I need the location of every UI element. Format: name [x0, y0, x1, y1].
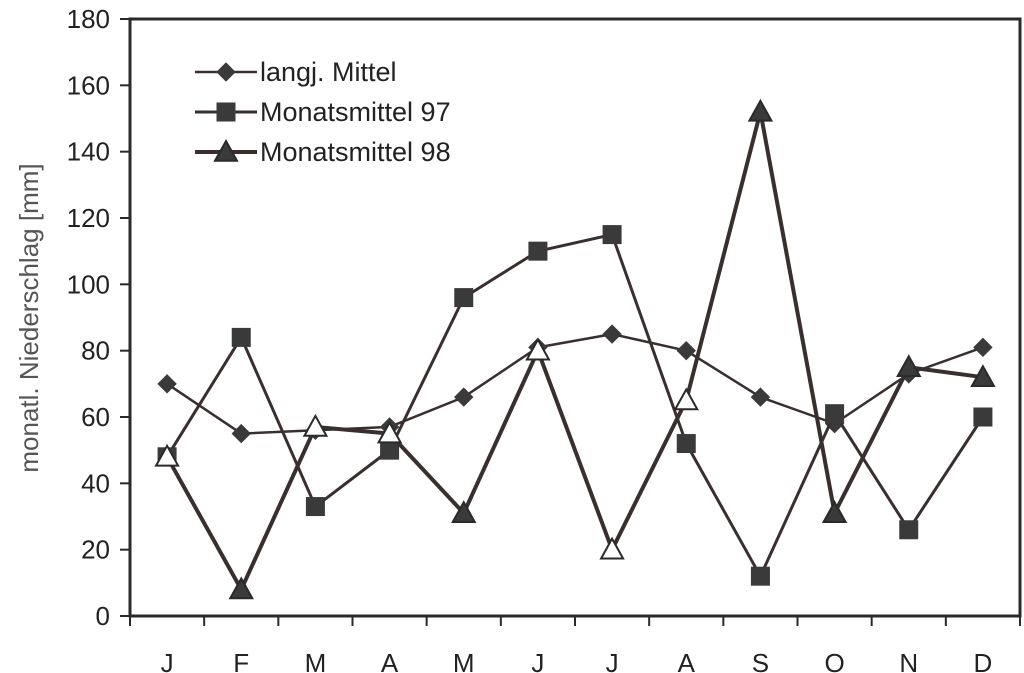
series-line — [165, 233, 985, 578]
series-line — [166, 332, 984, 435]
data-point — [302, 413, 329, 437]
data-point — [676, 434, 696, 454]
x-tick-label: J — [161, 648, 174, 673]
data-point — [970, 364, 996, 387]
data-point — [825, 404, 845, 424]
y-tick-label: 60 — [81, 402, 110, 432]
data-point — [599, 536, 625, 560]
data-point — [528, 241, 548, 261]
y-tick-label: 40 — [81, 468, 110, 498]
x-tick-label: S — [752, 648, 769, 673]
x-tick-label: A — [678, 648, 696, 673]
x-tick-label: O — [824, 648, 844, 673]
legend: langj. Mittel Monatsmittel 97 Monatsmittel… — [195, 57, 451, 167]
data-point — [154, 443, 180, 467]
data-point — [305, 497, 325, 517]
data-point — [228, 576, 254, 600]
x-tick-label: M — [305, 648, 327, 673]
y-tick-label: 100 — [67, 269, 110, 299]
data-point — [821, 500, 848, 523]
data-point — [231, 327, 251, 347]
data-point — [380, 440, 400, 460]
y-tick-label: 0 — [96, 601, 110, 631]
y-tick-label: 140 — [67, 137, 110, 167]
x-tick-label: A — [381, 648, 399, 673]
legend-label: Monatsmittel 97 — [260, 97, 451, 127]
data-point — [602, 324, 622, 344]
data-point — [747, 98, 774, 122]
legend-label: Monatsmittel 98 — [260, 137, 451, 167]
data-point — [750, 387, 771, 407]
data-point — [896, 354, 922, 378]
series-3 — [154, 98, 996, 600]
legend-marker — [213, 138, 239, 162]
x-tick-label: D — [974, 648, 993, 673]
legend-marker — [216, 102, 236, 122]
data-point — [673, 387, 699, 411]
y-tick-label: 180 — [67, 4, 110, 34]
data-point — [157, 374, 177, 394]
data-point — [451, 500, 477, 523]
y-axis: 0 20 40 60 80 100 120 140 160 180 — [67, 4, 130, 631]
legend-marker — [216, 62, 236, 82]
data-point — [973, 337, 993, 358]
y-tick-label: 160 — [67, 70, 110, 100]
x-tick-label: N — [899, 648, 918, 673]
legend-entry: langj. Mittel — [195, 57, 397, 87]
data-point — [676, 340, 696, 361]
data-point — [231, 423, 251, 444]
legend-entry: Monatsmittel 98 — [195, 137, 451, 167]
data-point — [750, 566, 770, 586]
data-point — [973, 407, 993, 427]
x-tick-label: J — [606, 648, 619, 673]
y-tick-label: 80 — [81, 336, 110, 366]
legend-entry: Monatsmittel 97 — [195, 97, 451, 127]
data-point — [525, 337, 551, 361]
series-1 — [157, 324, 993, 444]
x-tick-label: J — [531, 648, 544, 673]
legend-label: langj. Mittel — [260, 57, 397, 87]
data-point — [602, 225, 622, 245]
data-point — [454, 288, 474, 308]
data-point — [376, 420, 403, 444]
series-layer — [154, 98, 996, 600]
data-point — [899, 520, 919, 540]
y-tick-label: 20 — [81, 535, 110, 565]
y-tick-label: 120 — [67, 203, 110, 233]
x-tick-label: M — [453, 648, 475, 673]
series-2 — [157, 225, 993, 586]
x-tick-label: F — [233, 648, 249, 673]
data-point — [454, 387, 474, 407]
series-line — [165, 109, 984, 592]
y-axis-label: monatl. Niederschlag [mm] — [14, 163, 44, 472]
